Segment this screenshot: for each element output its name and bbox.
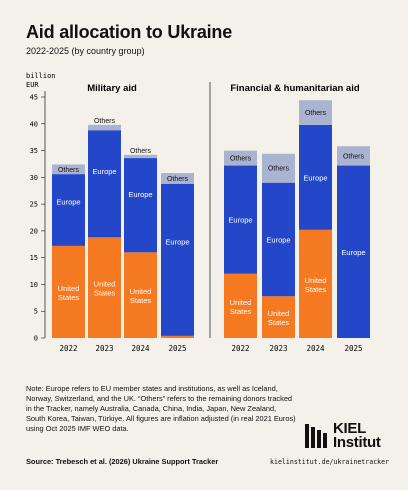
europe-label: Europe bbox=[341, 248, 365, 257]
bar-segment bbox=[88, 124, 121, 131]
bar-segment bbox=[299, 100, 332, 125]
x-tick-label: 2023 bbox=[269, 344, 287, 353]
y-tick-label: 10 bbox=[30, 281, 38, 289]
y-tick-label: 20 bbox=[30, 227, 38, 235]
y-tick-label: 35 bbox=[30, 147, 38, 155]
bar-segment bbox=[299, 124, 332, 230]
bar-segment bbox=[337, 165, 370, 338]
united-states-label: United bbox=[58, 284, 80, 293]
united-states-label: United bbox=[268, 309, 290, 318]
europe-label: Europe bbox=[303, 173, 327, 182]
logo-line-institut: Institut bbox=[333, 434, 381, 451]
y-tick-label: 40 bbox=[30, 120, 38, 128]
bar-segment bbox=[52, 174, 85, 246]
y-tick-label: 25 bbox=[30, 201, 38, 209]
y-tick-label: 45 bbox=[30, 94, 38, 102]
logo-url: kielinstitut.de/ukrainetracker bbox=[270, 458, 390, 466]
bar-segment bbox=[124, 252, 157, 338]
x-tick-label: 2022 bbox=[231, 344, 249, 353]
europe-label: Europe bbox=[266, 235, 290, 244]
x-tick-label: 2025 bbox=[168, 344, 186, 353]
united-states-label: United bbox=[130, 287, 152, 296]
panel-title: Financial & humanitarian aid bbox=[230, 83, 360, 94]
y-tick-label: 15 bbox=[30, 254, 38, 262]
y-axis-unit-label: EUR bbox=[26, 81, 39, 89]
bar-segment bbox=[262, 296, 295, 338]
x-tick-label: 2022 bbox=[59, 344, 77, 353]
x-tick-label: 2025 bbox=[344, 344, 362, 353]
others-label: Others bbox=[94, 118, 116, 125]
bar-segment bbox=[124, 158, 157, 253]
united-states-label: United bbox=[230, 298, 252, 307]
bar-segment bbox=[161, 183, 194, 336]
bar-segment bbox=[161, 335, 194, 338]
chart-subtitle: 2022-2025 (by country group) bbox=[26, 46, 145, 56]
united-states-label: States bbox=[130, 296, 152, 305]
united-states-label: States bbox=[268, 318, 290, 327]
y-tick-label: 5 bbox=[34, 308, 38, 316]
bar-segment bbox=[224, 273, 257, 338]
y-tick-label: 0 bbox=[34, 335, 38, 343]
chart-title: Aid allocation to Ukraine bbox=[26, 22, 233, 42]
bar-segment bbox=[52, 245, 85, 338]
y-tick-label: 30 bbox=[30, 174, 38, 182]
kiel-institut-logo: KIEL Institut bbox=[305, 420, 381, 451]
panel-title: Military aid bbox=[87, 83, 137, 94]
europe-label: Europe bbox=[56, 197, 80, 206]
united-states-label: United bbox=[94, 280, 116, 289]
others-label: Others bbox=[305, 110, 327, 117]
bar-segment bbox=[262, 182, 295, 297]
bar-segment bbox=[262, 153, 295, 183]
bar-segment bbox=[161, 173, 194, 184]
kiel-logo-mark-icon bbox=[305, 424, 327, 448]
united-states-label: States bbox=[305, 285, 327, 294]
europe-label: Europe bbox=[128, 190, 152, 199]
bar-segment bbox=[88, 130, 121, 238]
bar-segment bbox=[88, 237, 121, 338]
others-label: Others bbox=[58, 167, 80, 174]
united-states-label: United bbox=[305, 276, 327, 285]
united-states-label: States bbox=[58, 293, 80, 302]
logo-line-kiel: KIEL bbox=[333, 420, 366, 437]
europe-label: Europe bbox=[228, 216, 252, 225]
x-tick-label: 2023 bbox=[95, 344, 113, 353]
x-tick-label: 2024 bbox=[306, 344, 325, 353]
europe-label: Europe bbox=[165, 238, 189, 247]
bar-segment bbox=[52, 164, 85, 175]
others-label: Others bbox=[230, 156, 252, 163]
bar-segment bbox=[124, 154, 157, 159]
others-label: Others bbox=[268, 166, 290, 173]
united-states-label: States bbox=[230, 307, 252, 316]
footnote: Note: Europe refers to EU member states … bbox=[26, 384, 296, 433]
bar-segment bbox=[337, 146, 370, 166]
others-label: Others bbox=[167, 176, 189, 183]
logo-wordmark: KIEL Institut bbox=[333, 420, 381, 451]
europe-label: Europe bbox=[92, 167, 116, 176]
x-tick-label: 2024 bbox=[131, 344, 150, 353]
others-label: Others bbox=[130, 148, 152, 155]
bar-segment bbox=[224, 165, 257, 274]
others-label: Others bbox=[343, 153, 365, 160]
y-axis-unit-label: billion bbox=[26, 72, 56, 80]
united-states-label: States bbox=[94, 289, 116, 298]
source-line: Source: Trebesch et al. (2026) Ukraine S… bbox=[26, 457, 219, 466]
bar-segment bbox=[299, 229, 332, 338]
bar-segment bbox=[224, 150, 257, 166]
